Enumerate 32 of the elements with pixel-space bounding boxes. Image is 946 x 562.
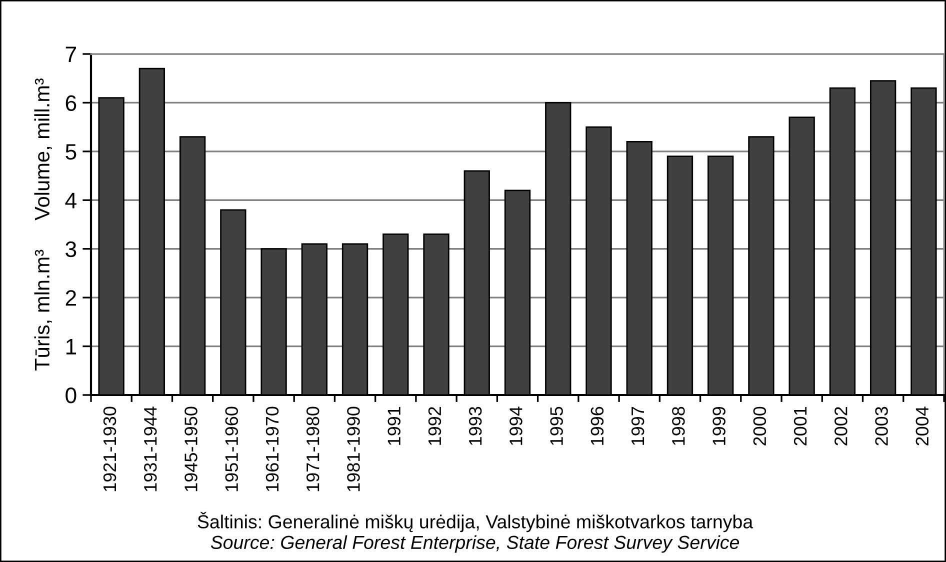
x-tick-label: 2001 bbox=[794, 406, 807, 446]
x-tick-label: 1994 bbox=[510, 406, 522, 445]
x-tick-label: 1999 bbox=[712, 406, 726, 445]
x-tick-label: 1951-1960 bbox=[225, 406, 238, 492]
x-tick-label: 1991 bbox=[388, 406, 400, 445]
y-tick-label: 1 bbox=[66, 339, 76, 354]
y-tick-label: 5 bbox=[66, 144, 76, 160]
x-tick-label: 1995 bbox=[550, 406, 563, 445]
x-tick-label: 1981-1990 bbox=[347, 406, 360, 492]
x-tick-label: 1931-1944 bbox=[144, 406, 157, 492]
x-tick-label: 1971-1980 bbox=[306, 406, 320, 492]
y-tick-label: 7 bbox=[66, 46, 76, 62]
x-tick-label: 1921-1930 bbox=[103, 406, 116, 492]
x-tick-label: 2004 bbox=[916, 406, 929, 446]
y-tick-label: 2 bbox=[66, 290, 76, 306]
x-tick-label: 2002 bbox=[834, 407, 848, 446]
x-tick-label: 1945-1950 bbox=[184, 406, 198, 492]
x-tick-label: 1998 bbox=[672, 406, 685, 445]
x-tick-label: 1992 bbox=[428, 407, 442, 445]
x-tick-label: 2003 bbox=[875, 406, 888, 446]
x-tick-label: 2000 bbox=[753, 406, 766, 446]
text: Šaltinis: Generalinė miškų urėdija, Valstybinė miškotvarkos tarnyba bbox=[198, 512, 754, 532]
y-tick-label: 3 bbox=[66, 241, 76, 258]
y-tick-label: 0 bbox=[66, 388, 76, 404]
y-tick-label: 6 bbox=[66, 95, 76, 111]
x-tick-label: 1996 bbox=[590, 406, 604, 445]
source-note: Source: General Forest Enterprise, State Forest Survey Service bbox=[210, 535, 740, 553]
y-tick-label: 4 bbox=[65, 192, 76, 208]
x-tick-label: 1997 bbox=[631, 407, 644, 445]
y-axis-title: Tūris, mln.m³ Volume, mill.m³ bbox=[34, 78, 52, 370]
x-tick-label: 1961-1970 bbox=[266, 406, 279, 492]
x-tick-label: 1993 bbox=[468, 406, 482, 445]
